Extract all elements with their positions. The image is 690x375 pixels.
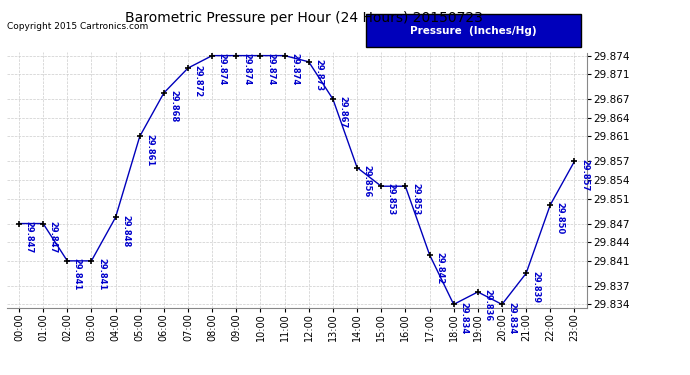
Text: 29.874: 29.874 [266, 53, 275, 85]
Text: 29.839: 29.839 [532, 270, 541, 303]
FancyBboxPatch shape [366, 14, 581, 47]
Text: 29.874: 29.874 [290, 53, 299, 85]
Text: 29.856: 29.856 [363, 165, 372, 197]
Text: 29.853: 29.853 [387, 183, 396, 216]
Text: 29.872: 29.872 [194, 65, 203, 98]
Text: Copyright 2015 Cartronics.com: Copyright 2015 Cartronics.com [7, 22, 148, 31]
Text: 29.847: 29.847 [49, 221, 58, 253]
Text: 29.853: 29.853 [411, 183, 420, 216]
Text: 29.847: 29.847 [25, 221, 34, 253]
Text: 29.848: 29.848 [121, 214, 130, 247]
Text: 29.867: 29.867 [339, 96, 348, 129]
Text: 29.841: 29.841 [97, 258, 106, 291]
Text: 29.834: 29.834 [508, 302, 517, 334]
Text: 29.857: 29.857 [580, 159, 589, 191]
Text: 29.868: 29.868 [170, 90, 179, 122]
Text: 29.836: 29.836 [484, 289, 493, 321]
Text: 29.873: 29.873 [315, 59, 324, 91]
Text: 29.874: 29.874 [242, 53, 251, 85]
Text: Pressure  (Inches/Hg): Pressure (Inches/Hg) [410, 26, 537, 36]
Text: 29.874: 29.874 [218, 53, 227, 85]
Text: 29.850: 29.850 [556, 202, 565, 234]
Text: Barometric Pressure per Hour (24 Hours) 20150723: Barometric Pressure per Hour (24 Hours) … [125, 11, 482, 25]
Text: 29.842: 29.842 [435, 252, 444, 284]
Text: 29.841: 29.841 [73, 258, 82, 291]
Text: 29.861: 29.861 [146, 134, 155, 166]
Text: 29.834: 29.834 [460, 302, 469, 334]
